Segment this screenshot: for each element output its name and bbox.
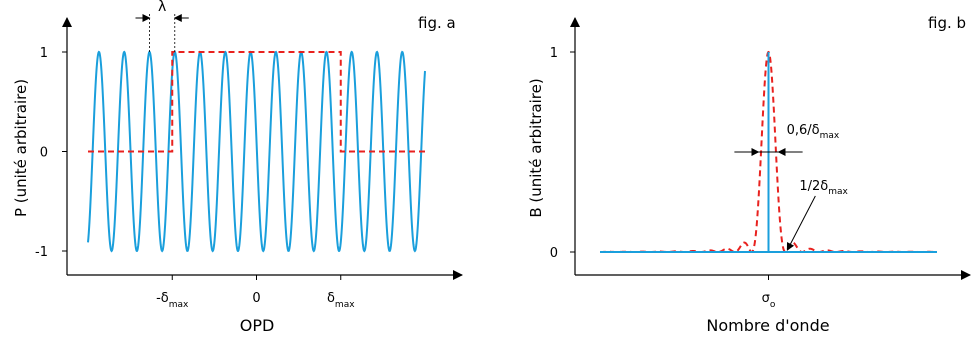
cosine-series: [87, 50, 426, 253]
y-tick-label-a-2: -1: [35, 245, 48, 260]
y-ticks-a: 1 0 -1: [35, 46, 67, 260]
zero-label-base: 1/2δ: [799, 179, 828, 194]
zero-label: 1/2δmax: [799, 179, 848, 197]
x-axis-label-a: OPD: [240, 316, 275, 335]
figure-label-b: fig. b: [928, 14, 966, 32]
y-tick-label-b-1: 0: [550, 246, 558, 261]
x-tick-label-a-2: δmax: [327, 291, 355, 310]
y-tick-label-b-0: 1: [550, 46, 558, 61]
figure-label-a: fig. a: [418, 14, 456, 32]
x-tick-label-b-0: σo: [762, 291, 776, 310]
width-label-base: 0,6/δ: [787, 123, 820, 138]
lambda-label: λ: [158, 0, 166, 15]
chart-panel-b: fig. b Nombre d'onde B (unité arbitraire…: [527, 14, 971, 335]
width-label: 0,6/δmax: [787, 123, 840, 141]
wavelength-annotation: λ: [135, 0, 189, 52]
x-axis-label-b: Nombre d'onde: [706, 316, 829, 335]
x-ticks-b: σo: [762, 275, 776, 310]
chart-panel-a: fig. a OPD P (unité arbitraire) 1 0 -1 -δm…: [12, 0, 463, 335]
zero-label-sub: max: [828, 187, 848, 197]
y-ticks-b: 10: [550, 46, 575, 261]
y-axis-label-a: P (unité arbitraire): [12, 79, 30, 217]
zero-arrow: [786, 195, 816, 251]
x-tick-label-a-0: -δmax: [156, 291, 189, 310]
width-annotations: 0,6/δmax 1/2δmax: [734, 123, 849, 251]
x-tick-label-a-1: 0: [252, 291, 260, 306]
y-tick-label-a-0: 1: [40, 46, 48, 61]
width-label-sub: max: [820, 131, 840, 141]
x-ticks-a: -δmax 0 δmax: [156, 275, 355, 310]
y-tick-label-a-1: 0: [40, 146, 48, 161]
y-axis-label-b: B (unité arbitraire): [527, 78, 545, 217]
boxcar-series: [88, 51, 425, 153]
